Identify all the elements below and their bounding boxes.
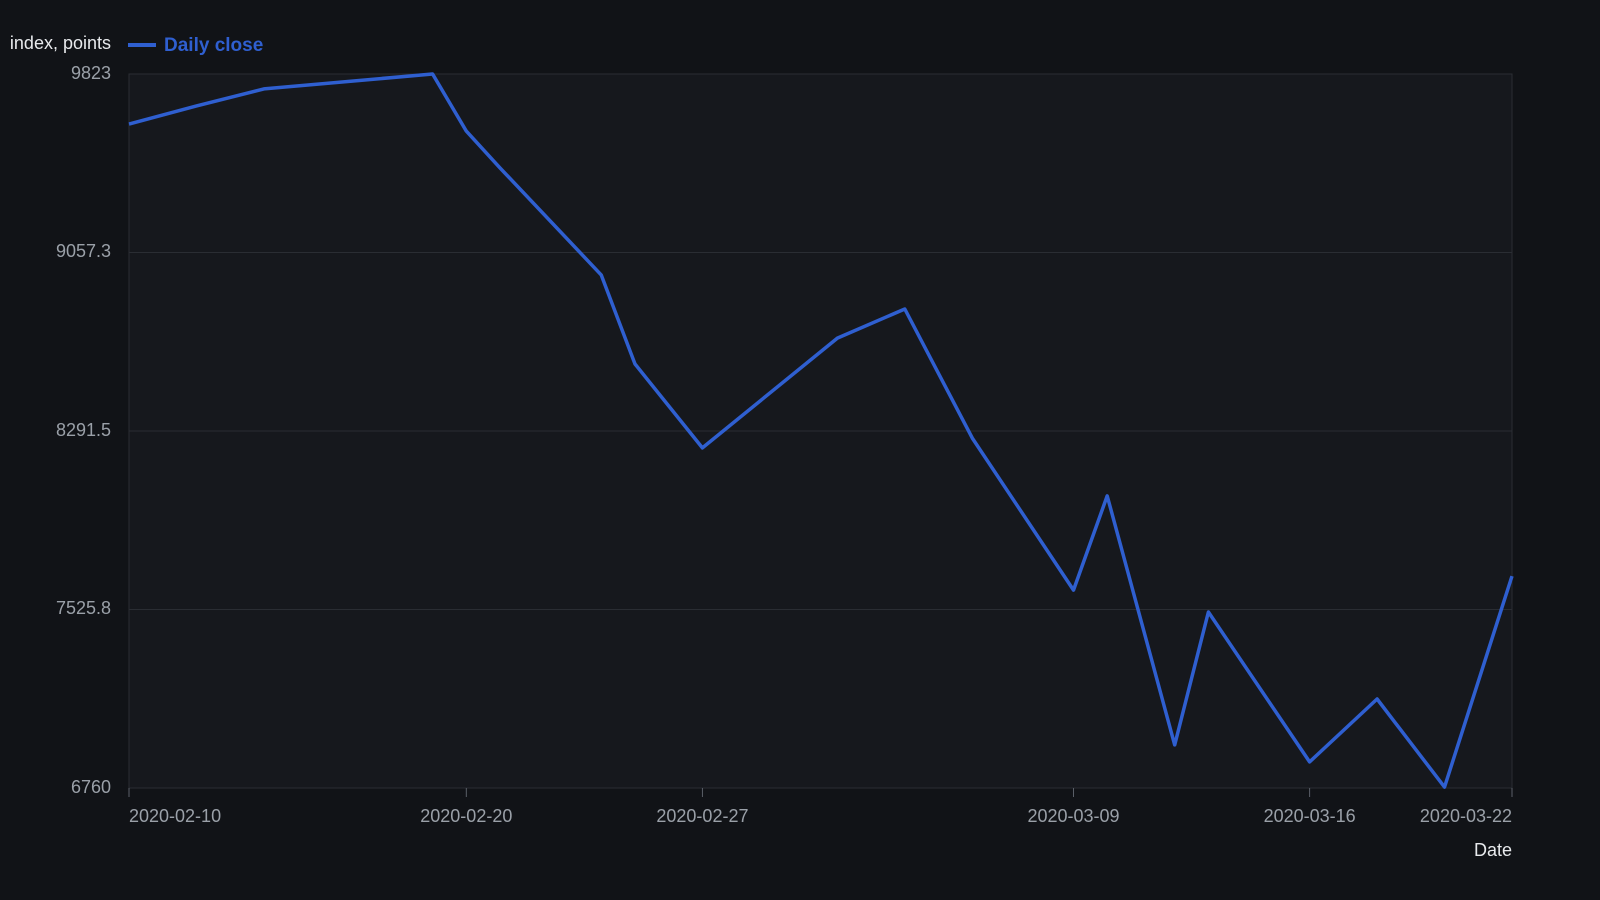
x-tick-label: 2020-03-09 (1027, 806, 1119, 826)
x-tick-label: 2020-02-10 (129, 806, 221, 826)
x-axis-label: Date (1474, 840, 1512, 860)
y-tick-label: 6760 (71, 777, 111, 797)
x-tick-label: 2020-03-16 (1264, 806, 1356, 826)
y-tick-label: 7525.8 (56, 598, 111, 618)
x-tick-label: 2020-03-22 (1420, 806, 1512, 826)
x-tick-label: 2020-02-20 (420, 806, 512, 826)
legend-label: Daily close (164, 35, 263, 56)
x-tick-label: 2020-02-27 (656, 806, 748, 826)
y-tick-label: 8291.5 (56, 420, 111, 440)
line (128, 72, 1514, 789)
y-axis-label: index, points (10, 33, 111, 53)
y-tick-label: 9823 (71, 63, 111, 83)
y-tick-label: 9057.3 (56, 241, 111, 261)
